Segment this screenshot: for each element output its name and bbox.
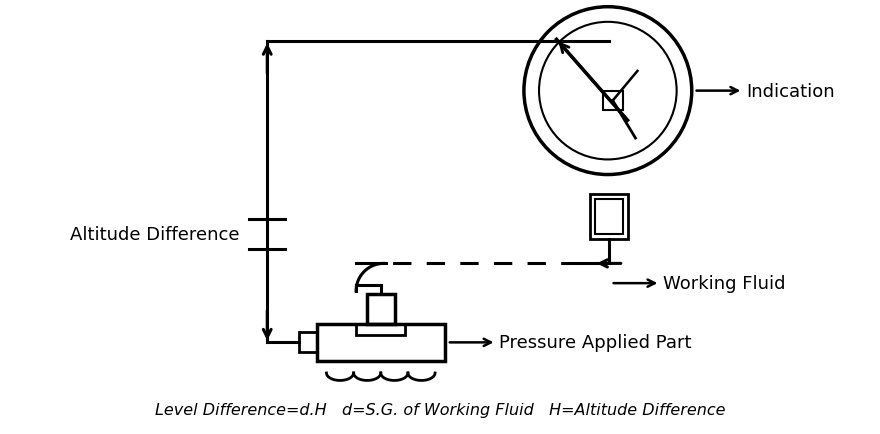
Bar bbox=[603, 92, 623, 111]
Bar bbox=[590, 195, 627, 239]
Bar bbox=[367, 294, 394, 324]
Bar bbox=[299, 333, 317, 352]
Text: Indication: Indication bbox=[696, 82, 834, 100]
Bar bbox=[356, 324, 406, 335]
Text: Working Fluid: Working Fluid bbox=[613, 275, 786, 293]
Text: Level Difference=d.H   d=S.G. of Working Fluid   H=Altitude Difference: Level Difference=d.H d=S.G. of Working F… bbox=[155, 402, 725, 417]
Text: Altitude Difference: Altitude Difference bbox=[70, 225, 239, 243]
Bar bbox=[317, 324, 445, 361]
Text: Pressure Applied Part: Pressure Applied Part bbox=[450, 334, 692, 352]
Bar bbox=[595, 200, 623, 234]
